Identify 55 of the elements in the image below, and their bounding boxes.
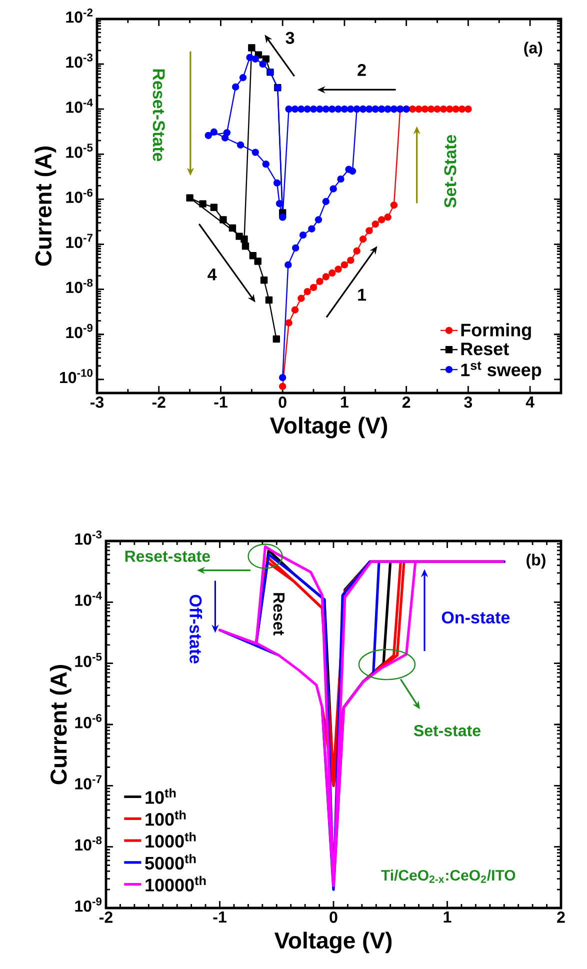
y-tick-label: 10$^{-8}$: [75, 836, 102, 851]
annotation: On-state: [442, 611, 510, 624]
legend-label: 10$^{th}$: [146, 788, 176, 804]
annotation: Off-state: [190, 594, 202, 664]
y-tick-label: 10$^{-3}$: [75, 530, 102, 545]
annotation: 2: [358, 64, 366, 76]
annotation: Reset: [273, 593, 284, 636]
legend-label: 5000$^{th}$: [145, 854, 196, 870]
legend-label: Reset: [461, 342, 509, 356]
y-tick-label: 10$^{-6}$: [66, 188, 93, 203]
annotation: Set-state: [414, 724, 480, 736]
legend-label: 10000$^{th}$: [146, 876, 206, 892]
y-tick-label: 10$^{-10}$: [60, 368, 93, 384]
annotation: 4: [208, 268, 217, 280]
y-tick-label: 10$^{-8}$: [66, 278, 93, 294]
y-tick-label: 10$^{-2}$: [66, 8, 93, 23]
annotation: Set-State: [444, 135, 456, 208]
x-tick-label: -1: [213, 912, 226, 923]
annotation: (b): [526, 554, 546, 569]
y-tick-label: 10$^{-4}$: [75, 592, 102, 606]
y-tick-label: 10$^{-5}$: [66, 144, 93, 158]
annotation: 3: [286, 32, 294, 44]
x-tick-label: 1: [341, 396, 348, 408]
x-tick-label: 0: [330, 912, 338, 923]
x-tick-label: 2: [557, 912, 565, 923]
y-axis-title: Current (A): [34, 146, 56, 266]
y-tick-label: 10$^{-7}$: [66, 234, 92, 248]
annotation: Reset-state: [125, 550, 210, 562]
y-tick-label: 10$^{-9}$: [66, 324, 93, 338]
x-axis-title: Voltage (V): [274, 932, 392, 954]
y-tick-label: 10$^{-4}$: [66, 98, 93, 113]
legend-label: 100$^{th}$: [146, 810, 186, 826]
legend-label: 1$^{st}$ sweep: [461, 362, 542, 380]
x-tick-label: -1: [214, 396, 228, 408]
y-tick-label: 10$^{-7}$: [75, 775, 102, 790]
x-tick-label: -3: [90, 396, 104, 408]
x-tick-label: 1: [444, 912, 452, 923]
annotation: Ti/CeO$_{2-x}$:CeO$_{2}$/ITO: [381, 870, 516, 883]
x-tick-label: 3: [464, 396, 472, 408]
y-tick-label: 10$^{-6}$: [75, 714, 102, 728]
x-tick-label: 2: [402, 396, 410, 408]
x-tick-label: 0: [278, 396, 286, 408]
legend-label: Forming: [461, 323, 531, 340]
annotation: Reset-State: [152, 69, 165, 162]
y-tick-label: 10$^{-3}$: [66, 54, 93, 68]
legend-label: 1000$^{th}$: [146, 832, 196, 848]
annotation: 1: [358, 288, 366, 301]
y-axis-title: Current (A): [50, 664, 72, 784]
y-tick-label: 10$^{-9}$: [75, 898, 102, 912]
x-tick-label: 4: [526, 396, 534, 408]
annotation: (a): [524, 42, 542, 57]
x-tick-label: -2: [100, 912, 112, 923]
x-tick-label: -2: [152, 396, 166, 408]
x-axis-title: Voltage (V): [270, 416, 388, 438]
y-tick-label: 10$^{-5}$: [75, 652, 102, 668]
